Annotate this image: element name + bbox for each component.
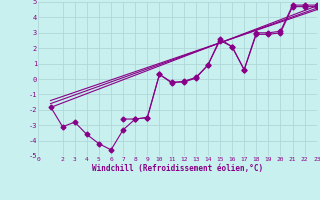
X-axis label: Windchill (Refroidissement éolien,°C): Windchill (Refroidissement éolien,°C) bbox=[92, 164, 263, 173]
